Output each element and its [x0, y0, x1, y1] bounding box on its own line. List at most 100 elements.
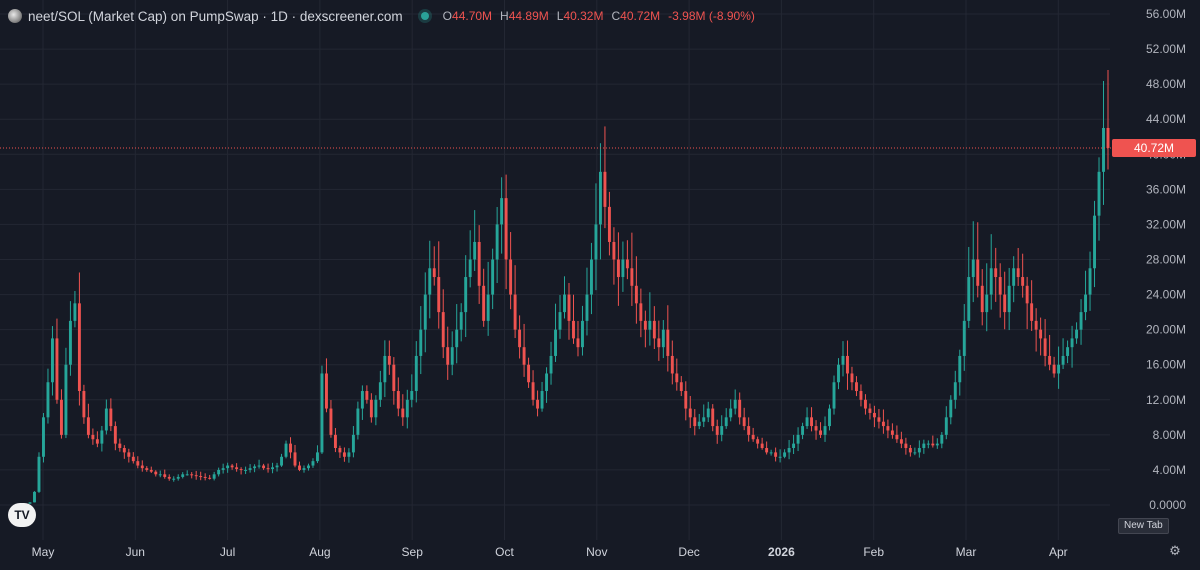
candle-body	[1066, 347, 1070, 356]
candle-body	[837, 364, 840, 383]
x-tick-label: May	[32, 545, 55, 559]
candle-body	[639, 303, 643, 321]
candle-body	[351, 434, 355, 453]
candle-body	[437, 277, 441, 313]
ohlc-h-label: H	[500, 9, 509, 23]
candle-body	[823, 426, 827, 435]
candle-body	[221, 468, 225, 470]
candle-body	[414, 355, 418, 392]
candle-body	[284, 443, 288, 457]
candle-body	[962, 320, 966, 356]
candle-body	[760, 443, 764, 449]
ohlc-l-label: L	[556, 9, 564, 23]
gear-icon[interactable]: ⚙	[1169, 543, 1181, 558]
candle-body	[675, 373, 679, 383]
candle-body	[68, 320, 72, 365]
candle-body	[190, 474, 194, 476]
candle-body	[176, 476, 180, 479]
candle-body	[477, 241, 481, 286]
candle-body	[464, 277, 468, 313]
candle-body	[185, 474, 189, 476]
candle-body	[949, 399, 953, 418]
candle-body	[585, 294, 589, 321]
candle-body	[819, 430, 822, 435]
candle-body	[729, 408, 733, 418]
candle-body	[392, 364, 396, 392]
candle-body	[262, 465, 266, 469]
candle-body	[226, 465, 230, 469]
candle-body	[486, 294, 490, 321]
candle-body	[1106, 127, 1110, 148]
candle-body	[545, 373, 549, 392]
candle-body	[450, 347, 454, 365]
candle-body	[855, 382, 858, 392]
candle-body	[113, 426, 117, 444]
candle-body	[266, 468, 270, 470]
candle-body	[904, 443, 908, 449]
candle-body	[203, 476, 207, 478]
candle-body	[581, 320, 584, 348]
candle-body	[217, 469, 221, 475]
candle-body	[670, 355, 674, 374]
candle-body	[149, 469, 153, 472]
y-tick-label: 56.00M	[1146, 7, 1186, 21]
candle-body	[666, 329, 670, 356]
candle-body	[607, 206, 611, 242]
candle-body	[1003, 294, 1007, 313]
candle-body	[706, 408, 710, 418]
candle-body	[86, 417, 90, 435]
candle-body	[307, 465, 310, 469]
ohlc-o-label: O	[442, 9, 453, 23]
candle-body	[765, 448, 769, 453]
chart-grid	[0, 0, 1110, 540]
candle-body	[163, 474, 167, 477]
candle-body	[131, 456, 135, 462]
candle-body	[46, 382, 50, 418]
candle-body	[953, 382, 957, 400]
candle-body	[747, 426, 751, 435]
candle-body	[1075, 329, 1079, 339]
candle-body	[298, 465, 301, 470]
candle-body	[787, 448, 791, 453]
candle-body	[302, 468, 306, 470]
candle-body	[1048, 355, 1052, 365]
candle-body	[320, 373, 324, 453]
candle-body	[890, 430, 894, 435]
y-tick-label: 8.00M	[1153, 428, 1186, 442]
candle-body	[244, 469, 248, 471]
candle-body	[239, 469, 243, 471]
candle-body	[612, 241, 616, 260]
candle-body	[1057, 364, 1061, 374]
candle-body	[630, 268, 634, 286]
candle-body	[733, 399, 737, 409]
candle-body	[82, 391, 86, 418]
candle-body	[1070, 338, 1074, 348]
candle-body	[109, 408, 113, 427]
candle-body	[989, 268, 993, 295]
candle-body	[634, 285, 638, 304]
candle-body	[333, 434, 337, 449]
y-tick-label: 12.00M	[1146, 393, 1186, 407]
y-tick-label: 44.00M	[1146, 112, 1186, 126]
tradingview-logo-icon[interactable]: TV	[8, 503, 36, 527]
candle-body	[778, 456, 782, 458]
candle-body	[482, 285, 486, 321]
candle-body	[980, 285, 984, 313]
x-tick-label: Apr	[1049, 545, 1068, 559]
candle-body	[998, 277, 1002, 295]
candle-body	[410, 391, 414, 400]
candle-body	[369, 399, 373, 418]
candle-body	[446, 347, 450, 365]
y-tick-label: 16.00M	[1146, 358, 1186, 372]
candle-body	[572, 320, 575, 339]
candle-body	[401, 408, 405, 418]
candle-body	[338, 448, 342, 453]
candle-body	[531, 382, 535, 400]
ohlc-low: 40.32M	[563, 9, 604, 23]
candle-body	[810, 417, 814, 427]
candle-body	[1061, 355, 1065, 365]
candle-body	[522, 347, 526, 365]
candle-body	[378, 382, 382, 400]
candle-body	[895, 434, 899, 440]
